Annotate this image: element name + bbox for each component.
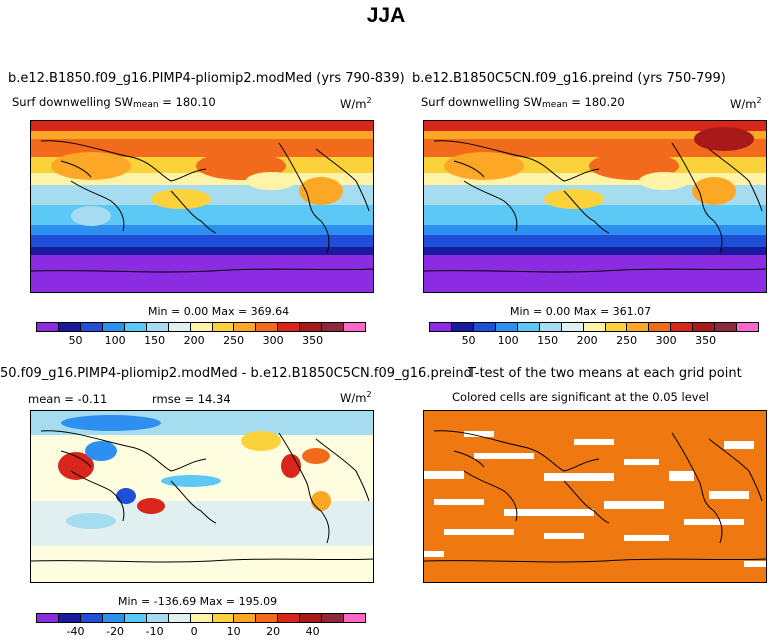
panel-1-units: W/m2 — [340, 96, 372, 111]
colorbar-swatch — [649, 323, 672, 331]
colorbar-swatch — [737, 323, 759, 331]
colorbar-tick-label: -20 — [106, 625, 125, 638]
colorbar-swatch — [37, 323, 59, 331]
panel-3-colorbar-ticks: -40 -20 -10 0 10 20 40 — [36, 625, 364, 639]
panel-3-stats: Min = -136.69 Max = 195.09 — [118, 595, 278, 608]
colorbar-swatch — [102, 323, 125, 331]
panel-1-colorbar — [36, 322, 366, 332]
colorbar-swatch — [256, 614, 279, 622]
panel-3-rmse: rmse = 14.34 — [152, 392, 231, 406]
panel-1-title: b.e12.B1850.f09_g16.PIMP4-pliomip2.modMe… — [8, 71, 405, 86]
colorbar-swatch — [627, 323, 650, 331]
colorbar-swatch — [322, 323, 345, 331]
colorbar-swatch — [234, 323, 257, 331]
colorbar-tick-label: 100 — [104, 334, 126, 347]
panel-2-subtitle: Surf downwelling SWmean = 180.20 — [421, 95, 625, 110]
colorbar-swatch — [234, 614, 257, 622]
colorbar-tick-label: 40 — [305, 625, 320, 638]
colorbar-swatch — [80, 323, 103, 331]
panel-2-colorbar — [429, 322, 759, 332]
panel-2-colorbar-ticks: 50 100 150 200 250 300 350 — [429, 334, 757, 348]
panel-4-title: T-test of the two means at each grid poi… — [468, 366, 742, 381]
colorbar-tick-label: 200 — [576, 334, 598, 347]
colorbar-tick-label: 10 — [226, 625, 241, 638]
panel-2-title: b.e12.B1850C5CN.f09_g16.preind (yrs 750-… — [412, 71, 726, 86]
colorbar-tick-label: 150 — [144, 334, 166, 347]
panel-2-stats: Min = 0.00 Max = 361.07 — [510, 305, 652, 318]
colorbar-swatch — [278, 614, 301, 622]
colorbar-swatch — [124, 323, 147, 331]
colorbar-swatch — [58, 323, 81, 331]
panel-4-map — [423, 410, 767, 583]
colorbar-swatch — [80, 614, 103, 622]
colorbar-swatch — [256, 323, 279, 331]
colorbar-tick-label: 100 — [497, 334, 519, 347]
colorbar-swatch — [430, 323, 452, 331]
colorbar-tick-label: 0 — [190, 625, 198, 638]
colorbar-swatch — [693, 323, 716, 331]
panel-3-map — [30, 410, 374, 583]
colorbar-tick-label: 300 — [655, 334, 677, 347]
colorbar-swatch — [212, 614, 235, 622]
colorbar-tick-label: 50 — [461, 334, 476, 347]
colorbar-swatch — [473, 323, 496, 331]
panel-3-mean: mean = -0.11 — [28, 392, 108, 406]
colorbar-swatch — [168, 614, 191, 622]
figure-title: JJA — [366, 4, 406, 27]
colorbar-swatch — [146, 323, 169, 331]
colorbar-tick-label: 350 — [302, 334, 324, 347]
colorbar-swatch — [495, 323, 518, 331]
panel-1-stats: Min = 0.00 Max = 369.64 — [148, 305, 290, 318]
colorbar-swatch — [517, 323, 540, 331]
panel-2-map — [423, 120, 767, 293]
colorbar-swatch — [539, 323, 562, 331]
colorbar-swatch — [168, 323, 191, 331]
colorbar-tick-label: 50 — [68, 334, 83, 347]
colorbar-tick-label: 250 — [223, 334, 245, 347]
colorbar-swatch — [451, 323, 474, 331]
colorbar-swatch — [124, 614, 147, 622]
panel-1-subtitle: Surf downwelling SWmean = 180.10 — [12, 95, 216, 110]
colorbar-swatch — [322, 614, 345, 622]
colorbar-swatch — [671, 323, 694, 331]
colorbar-tick-label: 20 — [266, 625, 281, 638]
colorbar-swatch — [278, 323, 301, 331]
colorbar-swatch — [102, 614, 125, 622]
colorbar-swatch — [190, 323, 213, 331]
colorbar-tick-label: 300 — [262, 334, 284, 347]
colorbar-swatch — [146, 614, 169, 622]
colorbar-swatch — [344, 614, 366, 622]
panel-4-subtitle: Colored cells are significant at the 0.0… — [452, 390, 709, 404]
colorbar-tick-label: 250 — [616, 334, 638, 347]
colorbar-swatch — [583, 323, 606, 331]
panel-1-colorbar-ticks: 50 100 150 200 250 300 350 — [36, 334, 364, 348]
colorbar-swatch — [561, 323, 584, 331]
colorbar-swatch — [37, 614, 59, 622]
colorbar-swatch — [344, 323, 366, 331]
colorbar-swatch — [715, 323, 738, 331]
colorbar-tick-label: 350 — [695, 334, 717, 347]
colorbar-swatch — [190, 614, 213, 622]
colorbar-tick-label: -10 — [145, 625, 164, 638]
colorbar-swatch — [212, 323, 235, 331]
colorbar-swatch — [300, 323, 323, 331]
panel-2-units: W/m2 — [730, 96, 762, 111]
colorbar-tick-label: 150 — [537, 334, 559, 347]
colorbar-tick-label: -40 — [66, 625, 85, 638]
colorbar-swatch — [300, 614, 323, 622]
panel-3-title: 50.f09_g16.PIMP4-pliomip2.modMed - b.e12… — [0, 366, 472, 381]
panel-3-colorbar — [36, 613, 366, 623]
panel-3-units: W/m2 — [340, 390, 372, 405]
colorbar-swatch — [605, 323, 628, 331]
panel-1-map — [30, 120, 374, 293]
colorbar-swatch — [58, 614, 81, 622]
colorbar-tick-label: 200 — [183, 334, 205, 347]
